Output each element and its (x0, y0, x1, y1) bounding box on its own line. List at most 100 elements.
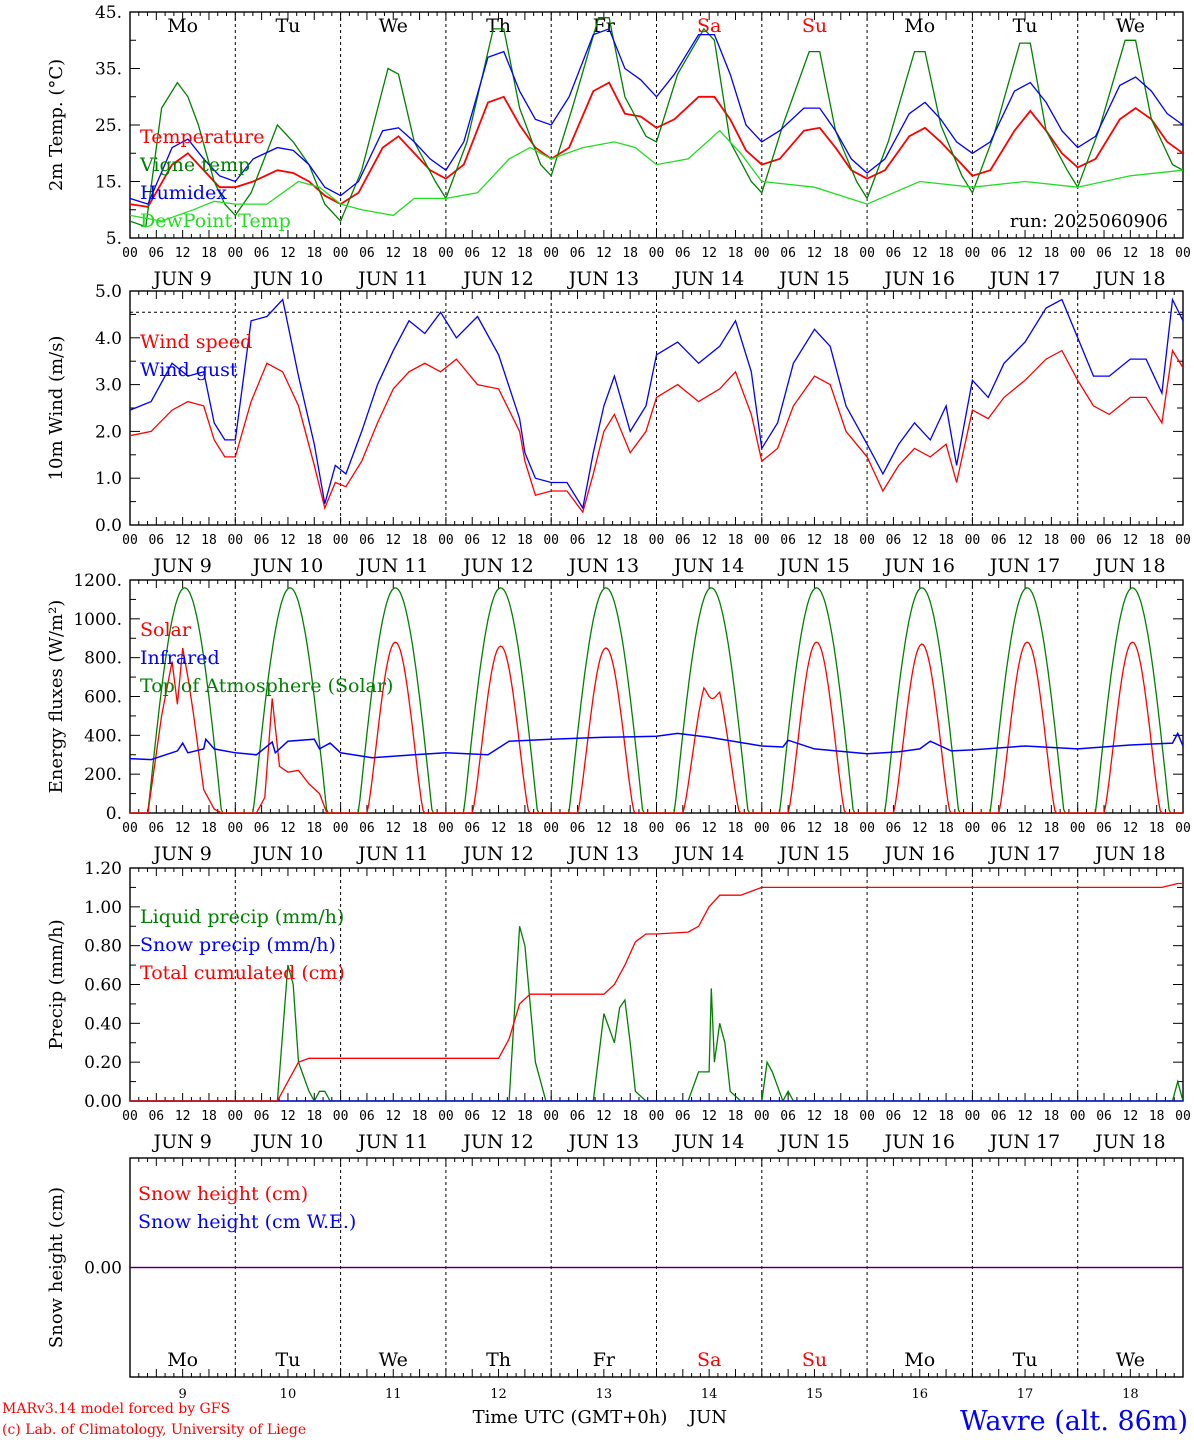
date-label: JUN 14 (672, 268, 744, 290)
date-label: JUN 14 (672, 843, 744, 865)
hour-label: 12 (1123, 533, 1139, 548)
day-name: Mo (904, 15, 935, 37)
hour-label: 00 (333, 533, 349, 548)
y-tick-label: 15. (95, 173, 122, 193)
date-label: 9 (179, 1387, 187, 1402)
hour-label: 18 (306, 821, 322, 836)
day-name: Fr (593, 1349, 616, 1371)
date-label: JUN 15 (777, 268, 849, 290)
hour-label: 12 (912, 1109, 928, 1124)
hour-label: 12 (1017, 246, 1033, 261)
hour-label: 00 (754, 533, 770, 548)
hour-label: 18 (622, 533, 638, 548)
hour-label: 12 (175, 533, 191, 548)
hour-label: 06 (991, 246, 1007, 261)
hour-label: 06 (991, 821, 1007, 836)
hour-label: 18 (517, 533, 533, 548)
hour-label: 12 (807, 246, 823, 261)
hour-label: 12 (1123, 821, 1139, 836)
series-line-4-1 (130, 926, 1183, 1101)
y-tick-label: 25. (95, 116, 122, 136)
hour-label: 00 (543, 533, 559, 548)
hour-label: 00 (1070, 533, 1086, 548)
date-label: JUN 17 (988, 1131, 1060, 1153)
y-tick-label: 800. (84, 649, 122, 669)
y-tick-label: 1.00 (84, 898, 122, 918)
hour-label: 18 (201, 821, 217, 836)
date-label: JUN 12 (461, 268, 533, 290)
hour-label: 12 (385, 821, 401, 836)
hour-label: 06 (570, 821, 586, 836)
legend-entry: Temperature (140, 126, 264, 148)
hour-label: 12 (596, 821, 612, 836)
date-label: JUN 13 (567, 1131, 639, 1153)
hour-label: 00 (754, 821, 770, 836)
hour-label: 00 (1070, 1109, 1086, 1124)
hour-label: 18 (412, 821, 428, 836)
hour-label: 06 (359, 821, 375, 836)
y-tick-label: 0. (106, 804, 122, 824)
hour-label: 06 (675, 821, 691, 836)
hour-label: 18 (412, 1109, 428, 1124)
hour-label: 12 (1017, 1109, 1033, 1124)
day-name: Mo (167, 1349, 198, 1371)
hour-label: 18 (833, 246, 849, 261)
legend-entry: Snow height (cm W.E.) (138, 1211, 356, 1233)
y-tick-label: 0.60 (84, 976, 122, 996)
hour-label: 00 (227, 246, 243, 261)
hour-label: 06 (675, 533, 691, 548)
hour-label: 06 (991, 533, 1007, 548)
hour-label: 06 (254, 533, 270, 548)
footer-model: MARv3.14 model forced by GFS (2, 1401, 230, 1417)
hour-label: 06 (148, 821, 164, 836)
date-label: JUN 17 (988, 843, 1060, 865)
hour-label: 06 (359, 246, 375, 261)
y-tick-label: 5.0 (95, 282, 122, 302)
series-line-1-4 (130, 129, 1183, 222)
hour-label: 00 (543, 821, 559, 836)
hour-label: 00 (1175, 821, 1191, 836)
hour-label: 18 (306, 1109, 322, 1124)
series-line-2-2 (130, 297, 1183, 510)
y-axis-label: Snow height (cm) (46, 1187, 67, 1348)
hour-label: 00 (227, 533, 243, 548)
y-axis-label: 2m Temp. (°C) (46, 59, 67, 191)
hour-label: 06 (570, 246, 586, 261)
hour-label: 18 (833, 1109, 849, 1124)
series-line-4-3 (130, 882, 1183, 1101)
hour-label: 12 (175, 1109, 191, 1124)
date-label: 13 (596, 1387, 613, 1402)
hour-label: 00 (965, 533, 981, 548)
y-axis-label: Energy fluxes (W/m²) (46, 600, 67, 794)
hour-label: 18 (1044, 1109, 1060, 1124)
hour-label: 18 (412, 246, 428, 261)
hour-label: 06 (254, 1109, 270, 1124)
hour-label: 00 (1175, 533, 1191, 548)
legend-entry: DewPoint Temp (140, 210, 291, 232)
y-tick-label: 2.0 (95, 422, 122, 442)
hour-label: 00 (859, 1109, 875, 1124)
hour-label: 18 (1044, 246, 1060, 261)
x-axis-label: Time UTC (GMT+0h) (473, 1407, 668, 1428)
date-label: JUN 15 (777, 1131, 849, 1153)
legend-entry: Wind gust (140, 359, 238, 381)
y-axis-label: Precip (mm/h) (46, 919, 67, 1049)
date-label: JUN 17 (988, 555, 1060, 577)
hour-label: 12 (701, 1109, 717, 1124)
date-label: JUN 16 (883, 268, 955, 290)
hour-label: 12 (280, 533, 296, 548)
hour-label: 18 (622, 246, 638, 261)
hour-label: 12 (701, 246, 717, 261)
hour-label: 00 (754, 1109, 770, 1124)
hour-label: 00 (859, 246, 875, 261)
hour-label: 12 (491, 533, 507, 548)
y-tick-label: 600. (84, 688, 122, 708)
y-tick-label: 0.20 (84, 1053, 122, 1073)
hour-label: 00 (965, 821, 981, 836)
hour-label: 12 (280, 246, 296, 261)
date-label: JUN 13 (567, 268, 639, 290)
hour-label: 00 (754, 246, 770, 261)
hour-label: 00 (1070, 821, 1086, 836)
